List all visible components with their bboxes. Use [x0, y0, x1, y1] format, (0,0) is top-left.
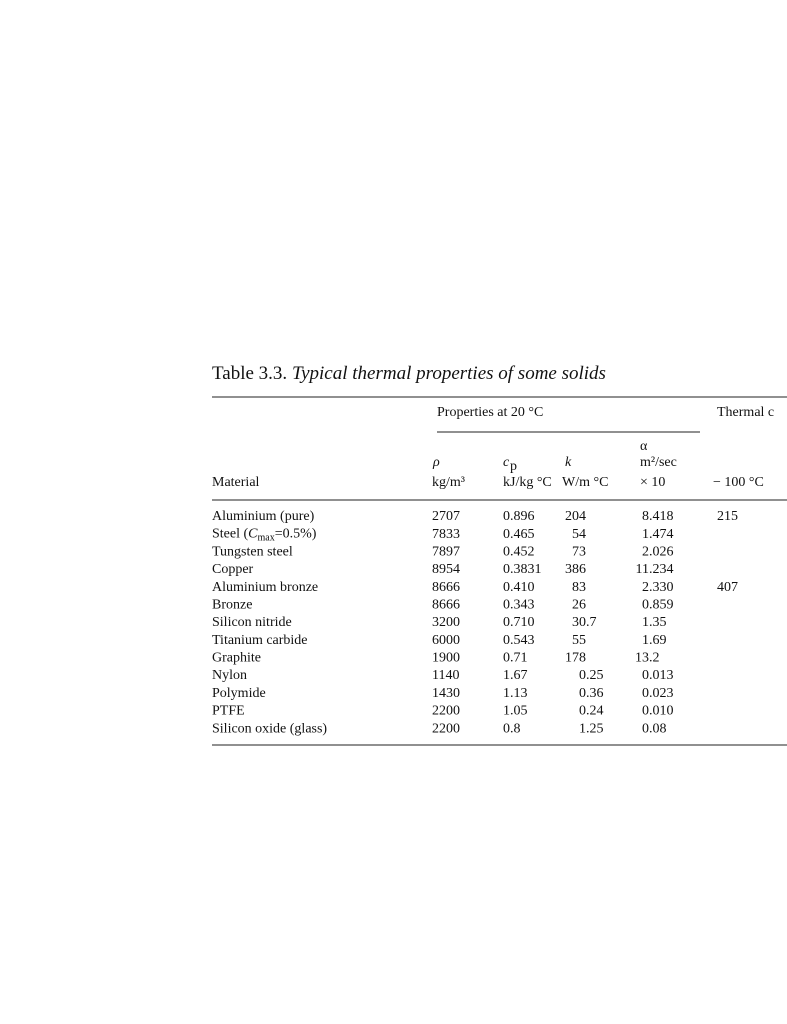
cell: Polymide: [212, 686, 266, 701]
cell: 8.418: [642, 509, 674, 524]
cell: 30.7: [572, 615, 597, 630]
column-header: W/m °C: [562, 475, 608, 490]
cell: 0.8: [503, 721, 521, 736]
cell: Graphite: [212, 651, 261, 666]
cell: 1.13: [503, 686, 528, 701]
cell: 2707: [432, 509, 460, 524]
cell: 0.25: [579, 668, 604, 683]
cell: 11.234: [636, 562, 674, 577]
cell-part: =0.5%): [275, 527, 317, 542]
cell: Silicon oxide (glass): [212, 721, 327, 736]
cell: 7897: [432, 545, 460, 560]
cell: 2.330: [642, 580, 674, 595]
column-header: m²/sec: [640, 455, 677, 470]
cell: 0.452: [503, 545, 535, 560]
column-header: ρ: [432, 455, 440, 470]
cell: 0.71: [503, 651, 528, 666]
group-header: Properties at 20 °C: [437, 405, 543, 420]
caption: Table 3.3. Typical thermal properties of…: [212, 363, 606, 384]
cell: 0.24: [579, 704, 604, 719]
cell-part: C: [248, 527, 258, 542]
cell: 8954: [432, 562, 460, 577]
cell: 0.36: [579, 686, 604, 701]
cell: 54: [572, 527, 586, 542]
cell: 13.2: [635, 651, 660, 666]
cell: 55: [572, 633, 586, 648]
cell: Bronze: [212, 598, 252, 613]
cell: 0.710: [503, 615, 535, 630]
cell: 0.896: [503, 509, 535, 524]
column-header: c: [503, 455, 510, 470]
cell: Tungsten steel: [212, 545, 293, 560]
cell: 0.010: [642, 704, 674, 719]
cell: Steel (Cmax=0.5%): [212, 527, 317, 544]
cell: 178: [565, 651, 586, 666]
cell: 83: [572, 580, 586, 595]
cell: 0.013: [642, 668, 674, 683]
cell: Nylon: [212, 668, 247, 683]
column-header: α: [640, 439, 648, 454]
cell: 73: [572, 545, 586, 560]
cell: 1.67: [503, 668, 528, 683]
cell: 204: [565, 509, 586, 524]
cell: Titanium carbide: [212, 633, 308, 648]
cell: 1.69: [642, 633, 667, 648]
column-header: kJ/kg °C: [503, 475, 552, 490]
cell: 8666: [432, 598, 460, 613]
cell: Aluminium (pure): [212, 509, 315, 524]
column-header: kg/m³: [432, 475, 465, 490]
cell: 1900: [432, 651, 460, 666]
cell: 1.474: [642, 527, 674, 542]
cell: 7833: [432, 527, 460, 542]
cell: 407: [717, 580, 738, 595]
column-header: Material: [212, 475, 260, 490]
cell-part: Steel (: [212, 527, 248, 542]
column-header: p: [510, 459, 517, 474]
column-header: − 100 °C: [713, 475, 764, 490]
caption-title: Typical thermal properties of some solid…: [292, 363, 606, 384]
cell: 2.026: [642, 545, 674, 560]
cell: 1430: [432, 686, 460, 701]
cell: 0.343: [503, 598, 535, 613]
cell: 8666: [432, 580, 460, 595]
cell: 386: [565, 562, 586, 577]
cell: 0.3831: [503, 562, 542, 577]
cell: 0.08: [642, 721, 667, 736]
cell: Copper: [212, 562, 254, 577]
column-header: × 10: [640, 475, 665, 490]
cell: 0.859: [642, 598, 674, 613]
cell: 2200: [432, 704, 460, 719]
cell: 2200: [432, 721, 460, 736]
cell: 0.410: [503, 580, 535, 595]
cell: 1.25: [579, 721, 604, 736]
cell: 3200: [432, 615, 460, 630]
cell: Silicon nitride: [212, 615, 292, 630]
cell: 26: [572, 598, 586, 613]
cell: 0.023: [642, 686, 674, 701]
cell: 0.543: [503, 633, 535, 648]
cell: PTFE: [212, 704, 245, 719]
cell: 0.465: [503, 527, 535, 542]
cell: 6000: [432, 633, 460, 648]
cell-part: max: [258, 533, 275, 544]
column-header: k: [565, 455, 572, 470]
cell: 215: [717, 509, 738, 524]
group-header: Thermal c: [717, 405, 774, 420]
cell: 1.05: [503, 704, 528, 719]
caption-number: Table 3.3.: [212, 363, 287, 384]
cell: Aluminium bronze: [212, 580, 318, 595]
cell: 1140: [432, 668, 459, 683]
cell: 1.35: [642, 615, 667, 630]
